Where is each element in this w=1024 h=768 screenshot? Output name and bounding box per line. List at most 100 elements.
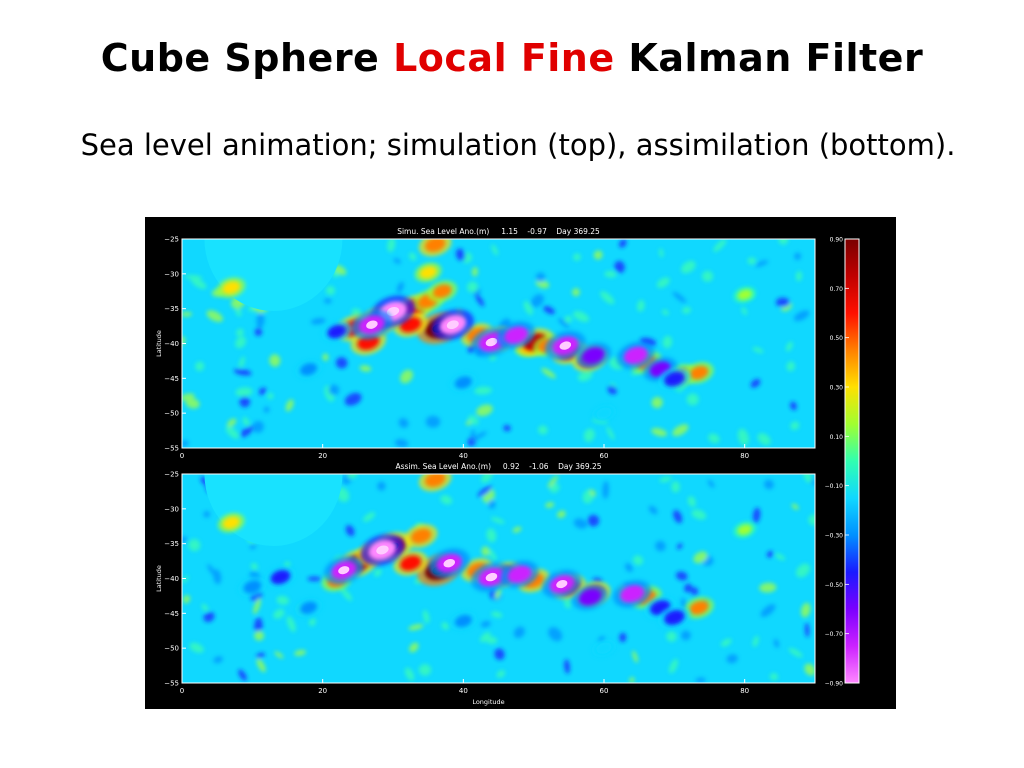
- texture-blob: [671, 481, 680, 493]
- eddy-features: [217, 474, 757, 657]
- texture-blob: [659, 476, 672, 483]
- panel-field: [182, 239, 815, 448]
- eddy-feature: [428, 548, 470, 579]
- colorbar-tick-label: −0.90: [825, 681, 844, 688]
- texture-blob: [573, 518, 588, 529]
- texture-blob: [747, 257, 757, 265]
- texture-blob: [191, 277, 207, 290]
- texture-blob: [785, 341, 793, 352]
- texture-blob: [548, 627, 563, 642]
- texture-blob: [258, 387, 267, 395]
- texture-blob: [322, 353, 329, 361]
- title-highlight: Local Fine: [393, 36, 615, 80]
- eddy-feature: [544, 330, 586, 361]
- texture-blob: [564, 598, 571, 609]
- texture-blob: [766, 551, 774, 558]
- eddy-feature: [449, 372, 477, 393]
- texture-blob: [564, 659, 570, 674]
- texture-blob: [255, 652, 265, 659]
- y-tick-label: −25: [164, 471, 179, 479]
- texture-blob: [256, 658, 266, 673]
- eddy-feature: [591, 639, 617, 657]
- texture-blob: [253, 597, 261, 615]
- texture-blob: [788, 647, 803, 658]
- texture-blob: [556, 510, 566, 519]
- eddy-feature: [657, 367, 691, 391]
- texture-blob: [764, 479, 774, 490]
- texture-blob: [538, 425, 548, 435]
- texture-blob: [564, 315, 573, 323]
- colorbar-tick-label: 0.10: [830, 434, 844, 441]
- texture-blob: [400, 369, 414, 384]
- texture-blob: [737, 428, 749, 446]
- eddy-core: [454, 376, 472, 389]
- texture-blob: [239, 396, 251, 408]
- y-tick-label: −30: [164, 270, 179, 278]
- eddy-feature: [217, 512, 245, 533]
- texture-blob: [393, 258, 401, 264]
- texture-blob: [759, 582, 777, 593]
- texture-blob: [274, 651, 284, 659]
- x-tick-label: 0: [180, 452, 184, 460]
- texture-blob: [182, 311, 193, 317]
- texture-blob: [672, 291, 687, 303]
- texture-blob: [794, 252, 802, 260]
- texture-blob: [182, 595, 191, 604]
- y-axis-label: Latitude: [155, 330, 163, 357]
- colorbar-tick-label: 0.90: [830, 237, 844, 244]
- panel-simulation: −25 −30 −35 −40 −45 −50 −550 20 40 60 80 Simu. Sea …: [155, 227, 816, 460]
- texture-blob: [726, 654, 738, 664]
- texture-blob: [485, 636, 498, 644]
- texture-blob: [418, 664, 432, 676]
- texture-blob: [240, 425, 254, 438]
- texture-blob: [600, 291, 615, 305]
- eddy-core: [424, 474, 446, 487]
- eddy-core: [507, 565, 532, 583]
- texture-blob: [398, 418, 409, 428]
- texture-blob: [752, 346, 764, 354]
- texture-blob: [632, 555, 644, 566]
- eddy-feature: [733, 521, 757, 539]
- texture-blob: [593, 250, 603, 260]
- eddy-core: [222, 281, 241, 295]
- texture-blob: [681, 260, 696, 274]
- x-axis-label: Longitude: [472, 698, 504, 706]
- texture-blob: [363, 512, 376, 522]
- eddy-feature: [295, 597, 323, 618]
- y-tick-label: −35: [164, 305, 179, 313]
- eddy-feature: [572, 584, 608, 611]
- eddy-center: [376, 545, 389, 555]
- texture-blob: [344, 392, 362, 406]
- texture-blob: [791, 503, 799, 510]
- texture-blob: [494, 648, 505, 660]
- texture-blob: [488, 499, 496, 509]
- texture-blob: [713, 239, 727, 252]
- texture-blob: [651, 427, 668, 437]
- eddy-core: [596, 642, 612, 654]
- texture-blob: [648, 505, 658, 515]
- texture-blob: [328, 384, 340, 396]
- texture-blob: [523, 301, 533, 316]
- eddy-feature: [575, 342, 612, 369]
- colorbar-tick-label: −0.30: [825, 533, 844, 540]
- eddy-center: [559, 341, 572, 350]
- colorbar-tick-label: 0.30: [830, 385, 844, 392]
- eddy-feature: [470, 562, 513, 593]
- eddy-feature: [500, 560, 539, 589]
- eddy-feature: [323, 555, 364, 585]
- texture-blob: [188, 539, 201, 552]
- eddy-core: [399, 555, 422, 571]
- eddy-core: [664, 610, 685, 625]
- texture-blob: [760, 604, 776, 617]
- eddy-feature: [431, 309, 475, 341]
- eddy-core: [620, 585, 645, 603]
- texture-blob: [695, 677, 706, 683]
- texture-blob: [669, 658, 679, 674]
- texture-blob: [655, 540, 666, 552]
- eddy-core: [596, 407, 612, 419]
- texture-blob: [686, 393, 699, 406]
- texture-blob: [512, 526, 522, 533]
- eddy-feature: [216, 277, 246, 299]
- texture-blob: [235, 387, 253, 397]
